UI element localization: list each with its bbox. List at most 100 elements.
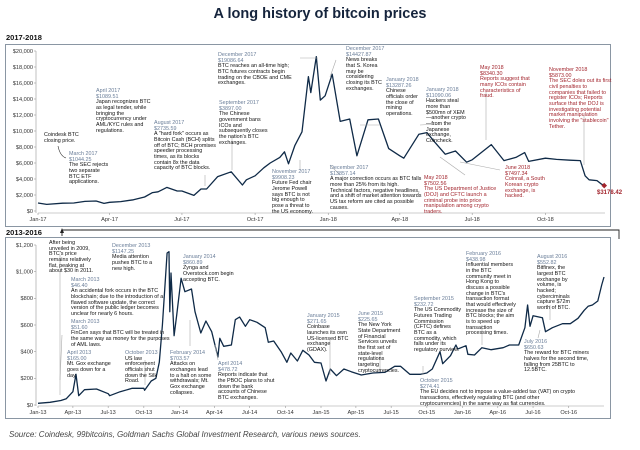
end-price-marker — [601, 182, 608, 189]
annotation: After being unveiled in 2009, BTC's pric… — [49, 240, 96, 275]
y-tick-label: $0 — [27, 209, 33, 215]
annotation-text: The SEC doles out its first civil penalt… — [549, 78, 612, 130]
y-tick-label: $1,200 — [16, 243, 33, 249]
x-tick-label: Apr-15 — [347, 410, 364, 416]
panel-label-2013-2016: 2013-2016 — [6, 228, 42, 237]
annotation-title: August 2017 — [154, 120, 185, 126]
annotation-price: $7502.56 — [424, 180, 447, 187]
annotation: April 2013 $165.00 Mt. Gox exchange goes d… — [67, 350, 113, 379]
annotation: April 2014 $478.72 Reports indicate that t… — [218, 361, 276, 402]
y-tick-label: $800 — [21, 296, 33, 302]
annotation-title: May 2018 — [424, 175, 448, 181]
annotation-price: $7497.34 — [505, 170, 528, 177]
y-tick-label: $10,000 — [13, 129, 33, 135]
annotation-price: $13857.14 — [330, 170, 356, 177]
annotation-leader-line — [537, 329, 541, 339]
panel-connector — [61, 229, 620, 239]
annotation: October 2015 $274.41 The EU decides not to… — [420, 378, 576, 407]
annotation-title: December 2017 — [330, 165, 369, 171]
annotation-price: $1147.25 — [112, 248, 135, 255]
annotation-price: $5873.00 — [549, 72, 572, 79]
x-tick-label: Jan-15 — [312, 410, 329, 416]
x-tick-label: Jan-17 — [29, 217, 46, 223]
y-tick-label: $1,000 — [16, 269, 33, 275]
annotation-title: March 2013 — [71, 277, 100, 283]
annotation-title: April 2017 — [96, 88, 121, 94]
annotation: April 2017 $1089.51 Japan recognizes BTC a… — [96, 88, 151, 134]
annotation-text: Reports indicate that the PBOC plans to … — [218, 372, 275, 402]
y-tick-label: $20,000 — [13, 49, 33, 55]
panel-label-2017-2018: 2017-2018 — [6, 33, 42, 42]
annotation-title: December 2013 — [112, 243, 151, 249]
annotation-price: $46.40 — [71, 282, 88, 289]
annotation-leader-line — [329, 59, 337, 78]
annotation: May 2018 $7502.56 The US Department of Jus… — [424, 175, 502, 216]
annotation-price: $165.00 — [67, 355, 87, 362]
annotation-text: The New York State Department of Financi… — [358, 322, 401, 374]
annotation: December 2017 $14427.87 News breaks that S… — [346, 46, 386, 92]
annotation-price: $14427.87 — [346, 51, 372, 58]
annotation: August 2016 $552.82 Bitfinex, the largest … — [537, 254, 581, 312]
x-tick-label: Apr-17 — [101, 217, 118, 223]
annotation-text: The US Department of Justice (DOJ) and C… — [424, 186, 497, 216]
annotation-text: Zynga and Overstock.com begin accepting … — [183, 265, 234, 283]
price-line-2013-2016 — [37, 251, 605, 404]
annotation-leader-line — [329, 164, 341, 176]
price-line-2017-2018 — [37, 55, 605, 206]
annotation-title: March 2017 — [69, 151, 98, 157]
x-tick-label: Jul-13 — [101, 410, 116, 416]
annotation-title: January 2014 — [183, 254, 216, 260]
end-price-label: $3178.42 — [597, 190, 623, 196]
annotation-text: The EU decides not to impose a value-add… — [420, 389, 576, 407]
annotation-price: $19086.64 — [218, 57, 244, 64]
annotation-title: December 2017 — [346, 46, 385, 52]
annotation-leader-line — [419, 123, 441, 126]
annotation: November 2017 $9908.23 Future Fed chair Je… — [272, 169, 316, 215]
y-tick-label: $2,000 — [16, 193, 33, 199]
annotation-leader-line — [59, 334, 63, 381]
annotation-title: February 2014 — [170, 350, 206, 356]
y-tick-label: $8,000 — [16, 145, 33, 151]
annotation: February 2014 $703.57 Attacks on exchanges… — [170, 350, 212, 396]
annotation: November 2018 $5873.00 The SEC doles out i… — [549, 67, 613, 130]
annotation-title: April 2013 — [67, 350, 92, 356]
annotation-text: A major correction occurs as BTC falls m… — [330, 176, 422, 211]
annotation-title: January 2018 — [426, 87, 459, 93]
annotation-title: January 2018 — [386, 77, 419, 83]
annotation-price: $13287.26 — [386, 82, 412, 89]
annotation: January 2015 $271.65 Coinbase launches its… — [307, 313, 349, 354]
annotation-title: August 2016 — [537, 254, 568, 260]
annotation-title: April 2014 — [218, 361, 243, 367]
annotation-text: After being unveiled in 2009, BTC's pric… — [49, 240, 94, 275]
annotation: January 2018 $13287.26 Chinese officials o… — [386, 77, 420, 118]
annotation-price: $11090.06 — [426, 92, 452, 99]
annotation-price: $274.41 — [420, 383, 440, 390]
x-tick-label: Oct-17 — [247, 217, 264, 223]
annotation: September 2017 $3897.00 The Chinese govern… — [219, 100, 274, 146]
annotation-price: $51.60 — [71, 324, 88, 331]
x-tick-label: Oct-14 — [277, 410, 294, 416]
annotation: January 2018 $11090.06 Hackers steal more … — [426, 87, 470, 145]
y-tick-label: $18,000 — [13, 65, 33, 71]
annotation-price: $3897.00 — [219, 105, 242, 112]
annotation-title: January 2015 — [307, 313, 340, 319]
annotation: February 2016 $438.98 Influential members … — [466, 251, 518, 337]
annotation-price: $2735.59 — [154, 125, 177, 132]
annotation-price: $1089.51 — [96, 93, 119, 100]
annotation-price: $438.98 — [466, 256, 486, 263]
x-tick-label: Jan-16 — [454, 410, 471, 416]
annotation: August 2017 $2735.59 A "hard fork" occurs … — [154, 120, 218, 172]
y-tick-label: $16,000 — [13, 81, 33, 87]
x-tick-label: Apr-16 — [489, 410, 506, 416]
annotation-leader-line — [214, 344, 219, 361]
annotation-price: $9908.23 — [272, 174, 295, 181]
x-tick-label: Jul-17 — [174, 217, 189, 223]
series-label: Coindesk BTC closing price. — [44, 132, 79, 144]
pointer-arrow — [57, 145, 67, 159]
annotation-text: A "hard fork" occurs as Bitcoin Cash (BC… — [154, 131, 216, 172]
annotation-text: Influential members in the BTC community… — [466, 262, 516, 337]
x-tick-label: Oct-15 — [418, 410, 435, 416]
x-tick-label: Apr-18 — [391, 217, 408, 223]
annotation: December 2017 $19086.64 BTC reaches an all… — [218, 52, 292, 87]
